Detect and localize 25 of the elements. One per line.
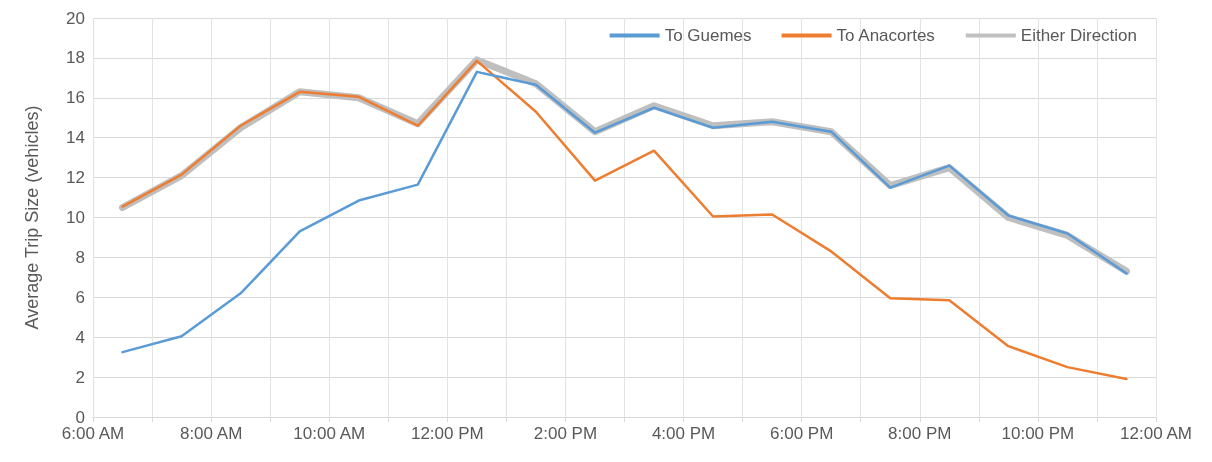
x-tick-label: 2:00 PM bbox=[533, 424, 598, 443]
x-tick-label: 10:00 AM bbox=[293, 424, 366, 443]
y-tick-label: 4 bbox=[75, 327, 85, 347]
y-tick-label: 0 bbox=[75, 407, 85, 427]
y-axis-title: Average Trip Size (vehicles) bbox=[22, 105, 42, 330]
y-tick-label: 6 bbox=[75, 287, 85, 307]
legend-label: Either Direction bbox=[1020, 26, 1138, 45]
y-tick-label: 18 bbox=[66, 48, 85, 68]
legend-label: To Anacortes bbox=[836, 26, 935, 45]
x-tick-label: 8:00 AM bbox=[179, 424, 243, 443]
y-tick-label: 2 bbox=[75, 367, 85, 387]
x-tick-label: 6:00 PM bbox=[770, 424, 834, 443]
y-tick-label: 20 bbox=[66, 8, 85, 28]
y-tick-label: 12 bbox=[66, 168, 85, 188]
x-tick-label: 10:00 PM bbox=[1001, 424, 1075, 443]
y-tick-label: 8 bbox=[75, 247, 85, 267]
y-tick-label: 16 bbox=[66, 88, 85, 108]
x-tick-label: 8:00 PM bbox=[888, 424, 952, 443]
x-tick-label: 4:00 PM bbox=[651, 424, 716, 443]
legend-label: To Guemes bbox=[664, 26, 752, 45]
x-tick-label: 12:00 PM bbox=[410, 424, 484, 443]
x-tick-label: 12:00 AM bbox=[1120, 424, 1192, 443]
x-tick-label: 6:00 AM bbox=[61, 424, 125, 443]
y-tick-label: 14 bbox=[66, 128, 85, 148]
y-tick-label: 10 bbox=[66, 208, 85, 227]
